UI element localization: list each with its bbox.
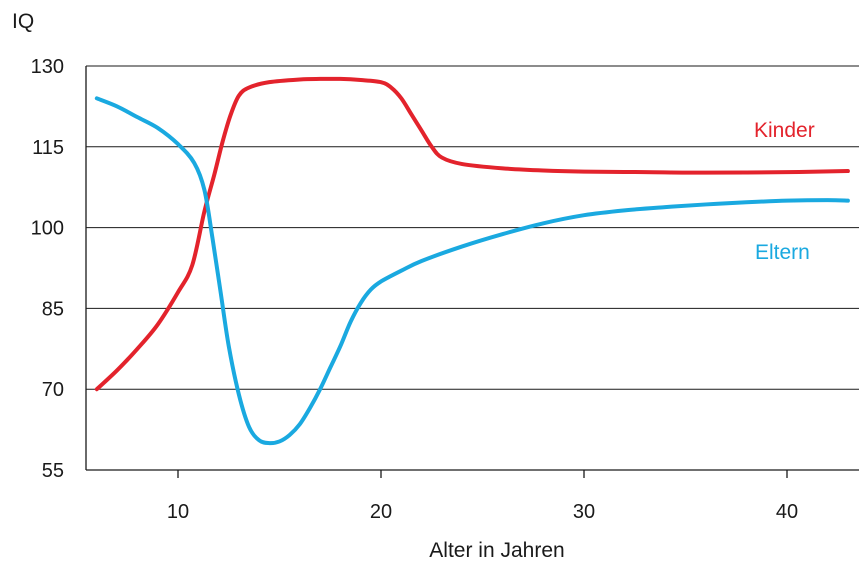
x-axis-title: Alter in Jahren bbox=[429, 539, 564, 562]
x-tick-label: 30 bbox=[573, 501, 595, 523]
y-tick-label: 85 bbox=[42, 298, 64, 320]
series-line-kinder bbox=[94, 76, 850, 392]
y-axis-title: IQ bbox=[12, 10, 34, 33]
grid-layer bbox=[86, 65, 859, 390]
y-tick-label: 70 bbox=[42, 379, 64, 401]
series-label-eltern: Eltern bbox=[755, 241, 810, 264]
y-tick-label: 100 bbox=[31, 218, 64, 240]
series-layer bbox=[94, 76, 850, 446]
x-tick-labels: 10 20 30 40 bbox=[167, 470, 798, 523]
y-tick-labels: 55 70 85 100 115 130 bbox=[31, 56, 64, 482]
x-tick-label: 40 bbox=[776, 501, 798, 523]
axis-layer bbox=[85, 66, 859, 471]
y-tick-label: 115 bbox=[32, 137, 64, 159]
x-tick-label: 10 bbox=[167, 501, 189, 523]
y-tick-label: 130 bbox=[31, 56, 64, 78]
x-tick-label: 20 bbox=[370, 501, 392, 523]
series-label-kinder: Kinder bbox=[754, 119, 815, 142]
y-tick-label: 55 bbox=[42, 460, 64, 482]
series-line-eltern bbox=[94, 96, 850, 446]
